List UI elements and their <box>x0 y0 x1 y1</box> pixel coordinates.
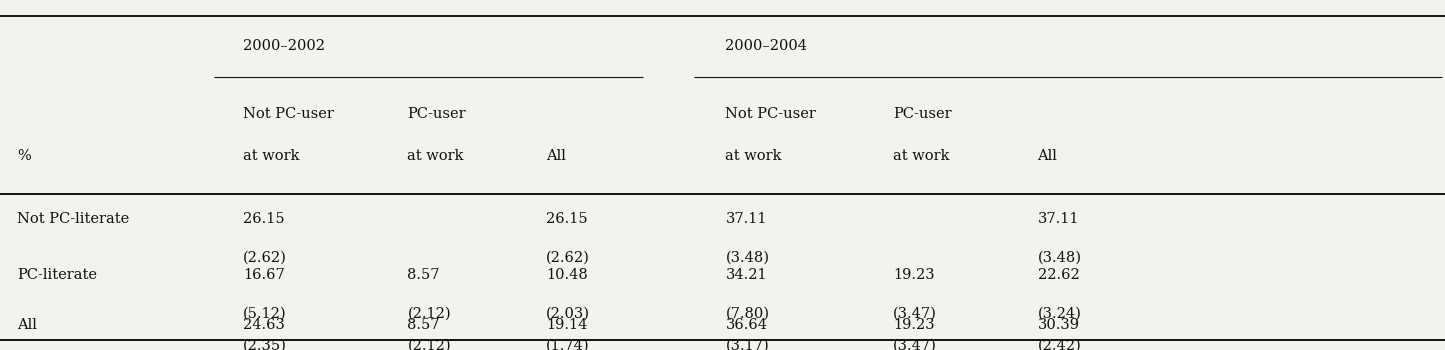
Text: 37.11: 37.11 <box>1038 212 1079 226</box>
Text: 19.23: 19.23 <box>893 268 935 282</box>
Text: at work: at work <box>407 149 464 163</box>
Text: 24.63: 24.63 <box>243 318 285 332</box>
Text: 26.15: 26.15 <box>243 212 285 226</box>
Text: All: All <box>546 149 566 163</box>
Text: (5.12): (5.12) <box>243 306 286 320</box>
Text: (2.35): (2.35) <box>243 338 286 350</box>
Text: (3.24): (3.24) <box>1038 306 1081 320</box>
Text: (2.62): (2.62) <box>243 250 286 264</box>
Text: 16.67: 16.67 <box>243 268 285 282</box>
Text: 2000–2002: 2000–2002 <box>243 38 325 52</box>
Text: (3.47): (3.47) <box>893 338 936 350</box>
Text: All: All <box>17 318 38 332</box>
Text: Not PC-user: Not PC-user <box>243 107 334 121</box>
Text: PC-user: PC-user <box>407 107 467 121</box>
Text: 34.21: 34.21 <box>725 268 767 282</box>
Text: (2.62): (2.62) <box>546 250 590 264</box>
Text: (1.74): (1.74) <box>546 338 590 350</box>
Text: 30.39: 30.39 <box>1038 318 1079 332</box>
Text: %: % <box>17 149 32 163</box>
Text: at work: at work <box>893 149 949 163</box>
Text: 8.57: 8.57 <box>407 268 439 282</box>
Text: (2.42): (2.42) <box>1038 338 1081 350</box>
Text: (2.12): (2.12) <box>407 306 451 320</box>
Text: Not PC-user: Not PC-user <box>725 107 816 121</box>
Text: (3.47): (3.47) <box>893 306 936 320</box>
Text: at work: at work <box>725 149 782 163</box>
Text: 37.11: 37.11 <box>725 212 767 226</box>
Text: 8.57: 8.57 <box>407 318 439 332</box>
Text: (3.48): (3.48) <box>725 250 769 264</box>
Text: 22.62: 22.62 <box>1038 268 1079 282</box>
Text: PC-user: PC-user <box>893 107 952 121</box>
Text: at work: at work <box>243 149 299 163</box>
Text: 10.48: 10.48 <box>546 268 588 282</box>
Text: 19.14: 19.14 <box>546 318 588 332</box>
Text: (3.17): (3.17) <box>725 338 769 350</box>
Text: 19.23: 19.23 <box>893 318 935 332</box>
Text: All: All <box>1038 149 1058 163</box>
Text: PC-literate: PC-literate <box>17 268 97 282</box>
Text: (2.03): (2.03) <box>546 306 590 320</box>
Text: (2.12): (2.12) <box>407 338 451 350</box>
Text: (3.48): (3.48) <box>1038 250 1081 264</box>
Text: Not PC-literate: Not PC-literate <box>17 212 130 226</box>
Text: 36.64: 36.64 <box>725 318 767 332</box>
Text: 26.15: 26.15 <box>546 212 588 226</box>
Text: (7.80): (7.80) <box>725 306 769 320</box>
Text: 2000–2004: 2000–2004 <box>725 38 808 52</box>
